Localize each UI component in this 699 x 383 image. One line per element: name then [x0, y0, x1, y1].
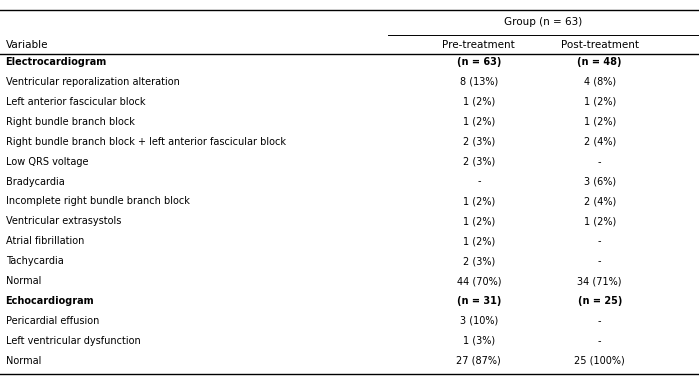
- Text: Pre-treatment: Pre-treatment: [442, 40, 515, 50]
- Text: -: -: [598, 316, 602, 326]
- Text: (n = 48): (n = 48): [577, 57, 622, 67]
- Text: (n = 31): (n = 31): [456, 296, 501, 306]
- Text: 2 (3%): 2 (3%): [463, 137, 495, 147]
- Text: 2 (3%): 2 (3%): [463, 157, 495, 167]
- Text: 1 (2%): 1 (2%): [584, 216, 616, 226]
- Text: -: -: [477, 177, 481, 187]
- Text: -: -: [598, 336, 602, 346]
- Text: Bradycardia: Bradycardia: [6, 177, 64, 187]
- Text: Incomplete right bundle branch block: Incomplete right bundle branch block: [6, 196, 189, 206]
- Text: 1 (2%): 1 (2%): [463, 97, 495, 107]
- Text: Echocardiogram: Echocardiogram: [6, 296, 94, 306]
- Text: (n = 63): (n = 63): [456, 57, 501, 67]
- Text: Left ventricular dysfunction: Left ventricular dysfunction: [6, 336, 140, 346]
- Text: 44 (70%): 44 (70%): [456, 276, 501, 286]
- Text: 3 (6%): 3 (6%): [584, 177, 616, 187]
- Text: 1 (2%): 1 (2%): [463, 196, 495, 206]
- Text: -: -: [598, 256, 602, 266]
- Text: 1 (2%): 1 (2%): [584, 117, 616, 127]
- Text: (n = 25): (n = 25): [577, 296, 622, 306]
- Text: 34 (71%): 34 (71%): [577, 276, 622, 286]
- Text: 4 (8%): 4 (8%): [584, 77, 616, 87]
- Text: 1 (2%): 1 (2%): [463, 117, 495, 127]
- Text: -: -: [598, 157, 602, 167]
- Text: Group (n = 63): Group (n = 63): [505, 17, 582, 27]
- Text: Low QRS voltage: Low QRS voltage: [6, 157, 88, 167]
- Text: Normal: Normal: [6, 276, 41, 286]
- Text: 1 (3%): 1 (3%): [463, 336, 495, 346]
- Text: Variable: Variable: [6, 40, 48, 50]
- Text: Post-treatment: Post-treatment: [561, 40, 639, 50]
- Text: 3 (10%): 3 (10%): [460, 316, 498, 326]
- Text: Normal: Normal: [6, 356, 41, 366]
- Text: Right bundle branch block + left anterior fascicular block: Right bundle branch block + left anterio…: [6, 137, 286, 147]
- Text: Electrocardiogram: Electrocardiogram: [6, 57, 107, 67]
- Text: 2 (4%): 2 (4%): [584, 137, 616, 147]
- Text: Atrial fibrillation: Atrial fibrillation: [6, 236, 84, 246]
- Text: Pericardial effusion: Pericardial effusion: [6, 316, 99, 326]
- Text: Left anterior fascicular block: Left anterior fascicular block: [6, 97, 145, 107]
- Text: 1 (2%): 1 (2%): [584, 97, 616, 107]
- Text: 27 (87%): 27 (87%): [456, 356, 501, 366]
- Text: Ventricular extrasystols: Ventricular extrasystols: [6, 216, 121, 226]
- Text: 1 (2%): 1 (2%): [463, 236, 495, 246]
- Text: 2 (3%): 2 (3%): [463, 256, 495, 266]
- Text: 1 (2%): 1 (2%): [463, 216, 495, 226]
- Text: Ventricular reporalization alteration: Ventricular reporalization alteration: [6, 77, 180, 87]
- Text: 8 (13%): 8 (13%): [460, 77, 498, 87]
- Text: 25 (100%): 25 (100%): [575, 356, 625, 366]
- Text: -: -: [598, 236, 602, 246]
- Text: Right bundle branch block: Right bundle branch block: [6, 117, 134, 127]
- Text: Tachycardia: Tachycardia: [6, 256, 64, 266]
- Text: 2 (4%): 2 (4%): [584, 196, 616, 206]
